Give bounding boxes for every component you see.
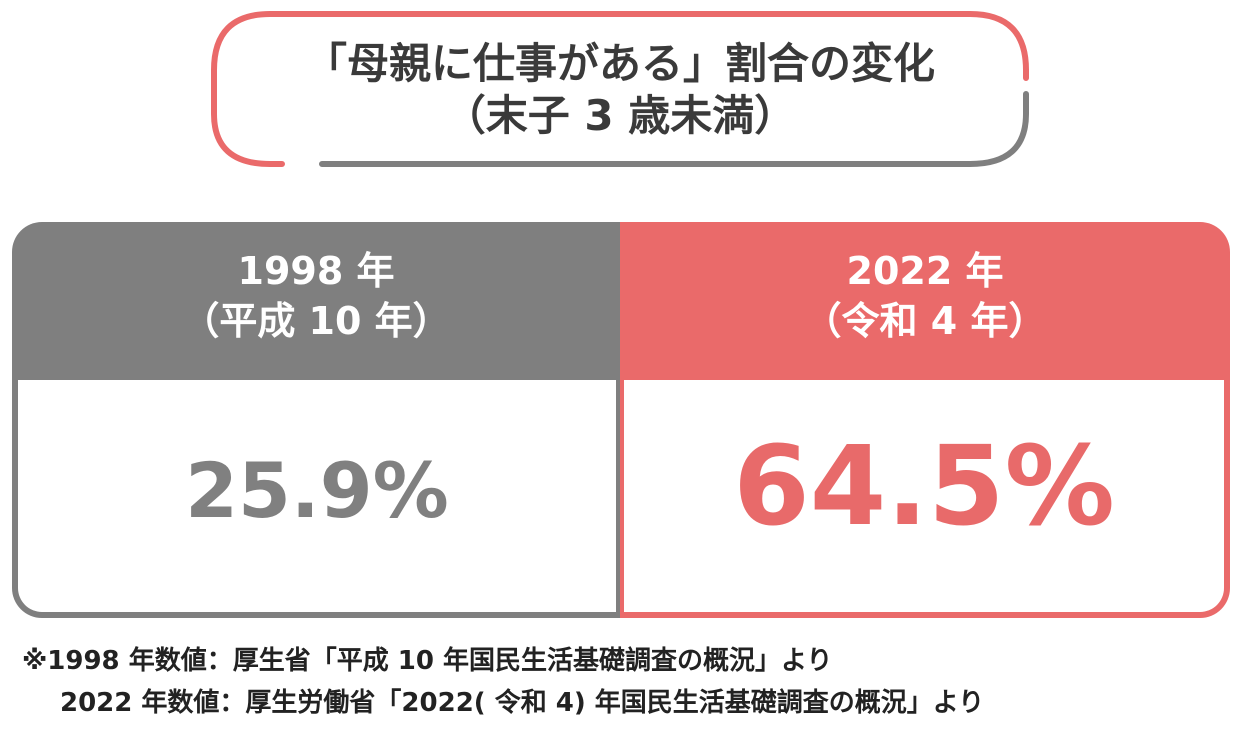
footnote-line-2: 2022 年数値：厚生労働省「2022( 令和 4) 年国民生活基礎調査の概況」… <box>60 688 985 718</box>
panel-2022-era: （令和 4 年） <box>803 299 1047 343</box>
source-footnote: ※1998 年数値：厚生省「平成 10 年国民生活基礎調査の概況」より 2022… <box>22 640 984 724</box>
value-1998: 25.9% <box>185 446 449 535</box>
chart-title: 「母親に仕事がある」割合の変化 （末子 3 歳未満） <box>210 38 1030 142</box>
panel-2022-year: 2022 年 <box>846 249 1004 293</box>
title-border <box>211 11 1029 167</box>
panel-2022-body: 64.5% <box>624 380 1224 612</box>
title-line-1: 「母親に仕事がある」割合の変化 <box>304 39 935 88</box>
panel-1998-header: 1998 年 （平成 10 年） <box>12 246 620 346</box>
panel-1998-body: 25.9% <box>18 380 616 612</box>
value-2022: 64.5% <box>733 422 1115 550</box>
panel-2022: 2022 年 （令和 4 年） 64.5% <box>620 222 1230 618</box>
footnote-line-1: ※1998 年数値：厚生省「平成 10 年国民生活基礎調査の概況」より <box>22 646 833 676</box>
title-frame: 「母親に仕事がある」割合の変化 （末子 3 歳未満） <box>210 10 1030 170</box>
panel-1998-era: （平成 10 年） <box>181 299 451 343</box>
title-line-2: （末子 3 歳未満） <box>443 91 797 140</box>
panel-2022-header: 2022 年 （令和 4 年） <box>620 246 1230 346</box>
comparison-panels: 1998 年 （平成 10 年） 25.9% 2022 年 （令和 4 年） 6… <box>12 222 1230 618</box>
panel-1998: 1998 年 （平成 10 年） 25.9% <box>12 222 620 618</box>
panel-1998-year: 1998 年 <box>237 249 395 293</box>
